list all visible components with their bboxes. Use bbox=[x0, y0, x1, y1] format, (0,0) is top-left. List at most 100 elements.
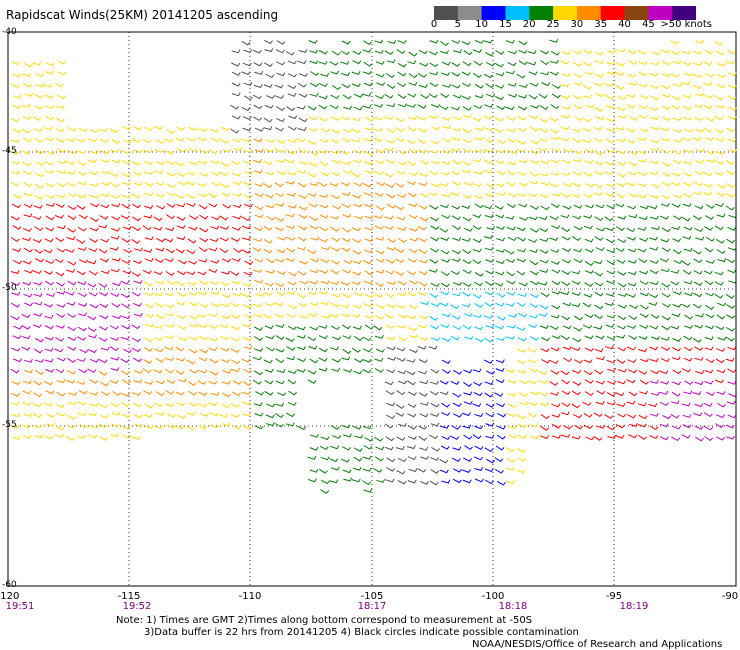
wind-barb bbox=[121, 315, 131, 320]
wind-barb bbox=[252, 379, 262, 385]
wind-barb bbox=[109, 380, 119, 384]
wind-barb bbox=[640, 292, 650, 297]
wind-barb bbox=[494, 96, 504, 101]
wind-barb bbox=[439, 458, 449, 464]
wind-barb bbox=[419, 480, 429, 485]
wind-barb bbox=[10, 401, 20, 406]
wind-barb bbox=[21, 128, 31, 134]
wind-barb bbox=[241, 358, 251, 363]
wind-barb bbox=[429, 293, 439, 299]
wind-barb bbox=[726, 258, 735, 264]
wind-barb bbox=[67, 326, 77, 332]
wind-barb bbox=[485, 412, 495, 418]
wind-barb bbox=[375, 249, 385, 255]
wind-barb bbox=[87, 159, 97, 164]
wind-barb bbox=[727, 414, 737, 419]
wind-barb bbox=[627, 414, 637, 419]
wind-barb bbox=[516, 236, 526, 242]
wind-barb bbox=[286, 290, 296, 295]
wind-barb bbox=[681, 260, 691, 266]
wind-barb bbox=[703, 127, 713, 133]
wind-barb bbox=[517, 139, 526, 145]
wind-barb bbox=[76, 381, 86, 386]
wind-barb bbox=[594, 170, 604, 176]
wind-barb bbox=[505, 249, 515, 255]
wind-barb bbox=[332, 159, 342, 164]
wind-barb bbox=[615, 392, 625, 397]
wind-barb bbox=[21, 149, 31, 155]
wind-barb bbox=[110, 433, 120, 438]
wind-barb bbox=[704, 380, 714, 385]
wind-barb bbox=[417, 149, 427, 154]
wind-barb bbox=[571, 303, 581, 308]
wind-barb bbox=[418, 425, 427, 430]
wind-barb bbox=[220, 303, 230, 308]
wind-barb bbox=[683, 226, 693, 231]
wind-barb bbox=[461, 237, 471, 242]
wind-barb bbox=[287, 139, 297, 143]
wind-barb bbox=[133, 149, 143, 154]
wind-barb bbox=[441, 369, 451, 374]
wind-barb bbox=[384, 172, 394, 178]
wind-barb bbox=[320, 436, 330, 441]
wind-barb bbox=[407, 479, 417, 484]
wind-barb bbox=[506, 170, 516, 176]
wind-barb bbox=[483, 39, 493, 44]
wind-barb bbox=[473, 381, 482, 387]
wind-barb bbox=[34, 183, 44, 189]
wind-barb bbox=[594, 150, 604, 156]
wind-barb bbox=[156, 205, 166, 210]
wind-barb bbox=[572, 215, 582, 220]
wind-barb bbox=[364, 126, 374, 131]
wind-barb bbox=[682, 116, 692, 121]
wind-barb bbox=[407, 270, 417, 276]
wind-barb bbox=[595, 247, 605, 252]
wind-barb bbox=[473, 313, 482, 318]
wind-barb bbox=[540, 50, 549, 55]
wind-barb bbox=[66, 268, 76, 273]
wind-barb bbox=[264, 194, 274, 199]
wind-barb bbox=[296, 105, 306, 110]
wind-barb bbox=[485, 51, 494, 57]
wind-barb bbox=[517, 193, 527, 198]
wind-barb bbox=[407, 292, 417, 297]
wind-barb bbox=[474, 302, 484, 308]
wind-barb bbox=[450, 270, 460, 276]
wind-barb bbox=[375, 269, 385, 274]
wind-barb bbox=[231, 138, 242, 143]
wind-barb bbox=[529, 314, 538, 319]
wind-barb bbox=[99, 414, 109, 419]
wind-barb bbox=[725, 357, 735, 362]
wind-barb bbox=[627, 271, 637, 276]
wind-barb bbox=[462, 113, 472, 118]
wind-barb bbox=[607, 380, 617, 385]
wind-barb bbox=[98, 370, 108, 376]
wind-barb bbox=[144, 170, 154, 175]
wind-barb bbox=[66, 170, 76, 175]
wind-barb bbox=[572, 381, 582, 386]
wind-barb bbox=[428, 192, 438, 196]
wind-barb bbox=[164, 258, 174, 263]
wind-barb bbox=[693, 258, 703, 264]
wind-barb bbox=[473, 148, 483, 153]
wind-barb bbox=[55, 271, 65, 277]
wind-barb bbox=[188, 226, 198, 231]
wind-barb bbox=[485, 270, 495, 275]
wind-barb bbox=[694, 425, 704, 430]
wind-barb bbox=[594, 304, 604, 310]
wind-barb bbox=[496, 149, 506, 154]
wind-barb bbox=[508, 93, 518, 98]
wind-barb bbox=[353, 149, 363, 154]
wind-barb bbox=[561, 433, 571, 438]
colorbar-label: 10 bbox=[475, 19, 488, 30]
wind-barb bbox=[418, 270, 428, 276]
wind-barb bbox=[374, 368, 384, 373]
wind-barb bbox=[122, 126, 132, 131]
wind-barb bbox=[606, 138, 615, 144]
wind-barb bbox=[519, 380, 529, 385]
wind-barb bbox=[420, 301, 430, 306]
wind-barb bbox=[122, 181, 131, 186]
wind-barb bbox=[287, 281, 297, 286]
wind-barb bbox=[704, 49, 714, 55]
wind-barb bbox=[143, 214, 153, 219]
